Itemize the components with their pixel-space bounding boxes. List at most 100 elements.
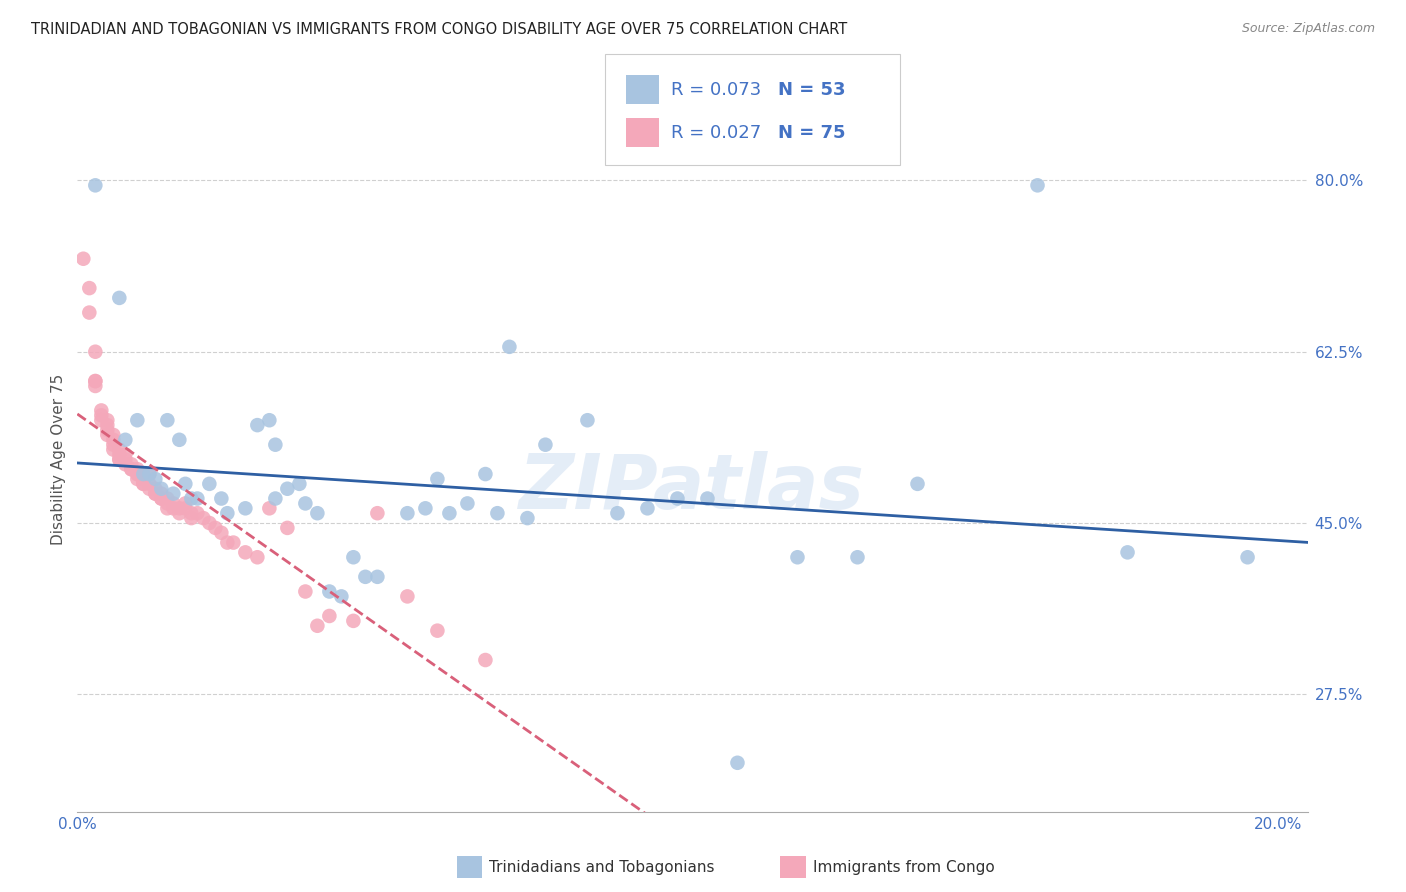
Point	[156, 413, 179, 427]
Point	[276, 482, 298, 496]
Point	[217, 535, 239, 549]
Point	[318, 609, 340, 624]
Text: TRINIDADIAN AND TOBAGONIAN VS IMMIGRANTS FROM CONGO DISABILITY AGE OVER 75 CORRE: TRINIDADIAN AND TOBAGONIAN VS IMMIGRANTS…	[31, 22, 848, 37]
Point	[354, 570, 377, 584]
Point	[180, 506, 202, 520]
Point	[84, 178, 107, 193]
Point	[174, 476, 197, 491]
Point	[127, 472, 149, 486]
Text: Source: ZipAtlas.com: Source: ZipAtlas.com	[1241, 22, 1375, 36]
Point	[169, 501, 191, 516]
Point	[474, 467, 496, 481]
Point	[186, 491, 208, 506]
Point	[138, 467, 160, 481]
Point	[294, 496, 316, 510]
Point	[132, 472, 155, 486]
Point	[84, 374, 107, 388]
Point	[138, 467, 160, 481]
Point	[127, 467, 149, 481]
Point	[1116, 545, 1139, 559]
Point	[366, 570, 388, 584]
Point	[162, 501, 184, 516]
Point	[204, 521, 226, 535]
Point	[186, 506, 208, 520]
Point	[193, 511, 215, 525]
Point	[366, 506, 388, 520]
Point	[264, 438, 287, 452]
Point	[132, 476, 155, 491]
Point	[114, 433, 136, 447]
Point	[246, 418, 269, 433]
Point	[294, 584, 316, 599]
Y-axis label: Disability Age Over 75: Disability Age Over 75	[51, 374, 66, 545]
Point	[259, 501, 281, 516]
Point	[396, 590, 419, 604]
Point	[217, 506, 239, 520]
Point	[90, 409, 112, 423]
Point	[108, 452, 131, 467]
Point	[264, 491, 287, 506]
Point	[156, 501, 179, 516]
Point	[342, 614, 364, 628]
Point	[127, 467, 149, 481]
Point	[150, 482, 173, 496]
Point	[103, 428, 125, 442]
Point	[516, 511, 538, 525]
Point	[209, 525, 232, 540]
Point	[169, 433, 191, 447]
Point	[132, 476, 155, 491]
Point	[169, 506, 191, 520]
Point	[72, 252, 94, 266]
Point	[846, 550, 869, 565]
Point	[396, 506, 419, 520]
Point	[114, 452, 136, 467]
Point	[534, 438, 557, 452]
Point	[666, 491, 689, 506]
Text: R = 0.027: R = 0.027	[671, 124, 761, 142]
Point	[108, 452, 131, 467]
Point	[96, 413, 118, 427]
Point	[79, 305, 101, 319]
Point	[103, 438, 125, 452]
Point	[90, 413, 112, 427]
Point	[108, 442, 131, 457]
Point	[138, 482, 160, 496]
Point	[96, 418, 118, 433]
Text: N = 75: N = 75	[778, 124, 845, 142]
Point	[786, 550, 808, 565]
Point	[1236, 550, 1258, 565]
Point	[198, 476, 221, 491]
Point	[127, 413, 149, 427]
Point	[330, 590, 353, 604]
Point	[235, 545, 257, 559]
Point	[143, 472, 166, 486]
Point	[84, 379, 107, 393]
Point	[84, 374, 107, 388]
Point	[426, 624, 449, 638]
Point	[120, 462, 142, 476]
Point	[276, 521, 298, 535]
Point	[108, 291, 131, 305]
Point	[259, 413, 281, 427]
Point	[246, 550, 269, 565]
Point	[180, 511, 202, 525]
Point	[103, 442, 125, 457]
Point	[143, 486, 166, 500]
Point	[235, 501, 257, 516]
Text: R = 0.073: R = 0.073	[671, 80, 761, 99]
Text: Trinidadians and Tobagonians: Trinidadians and Tobagonians	[489, 860, 714, 874]
Point	[474, 653, 496, 667]
Point	[606, 506, 628, 520]
Point	[162, 496, 184, 510]
Point	[209, 491, 232, 506]
Point	[150, 491, 173, 506]
Point	[174, 496, 197, 510]
Point	[120, 457, 142, 471]
Text: Immigrants from Congo: Immigrants from Congo	[813, 860, 994, 874]
Point	[180, 491, 202, 506]
Text: ZIPatlas: ZIPatlas	[519, 450, 866, 524]
Point	[907, 476, 929, 491]
Point	[90, 403, 112, 417]
Point	[1026, 178, 1049, 193]
Point	[288, 476, 311, 491]
